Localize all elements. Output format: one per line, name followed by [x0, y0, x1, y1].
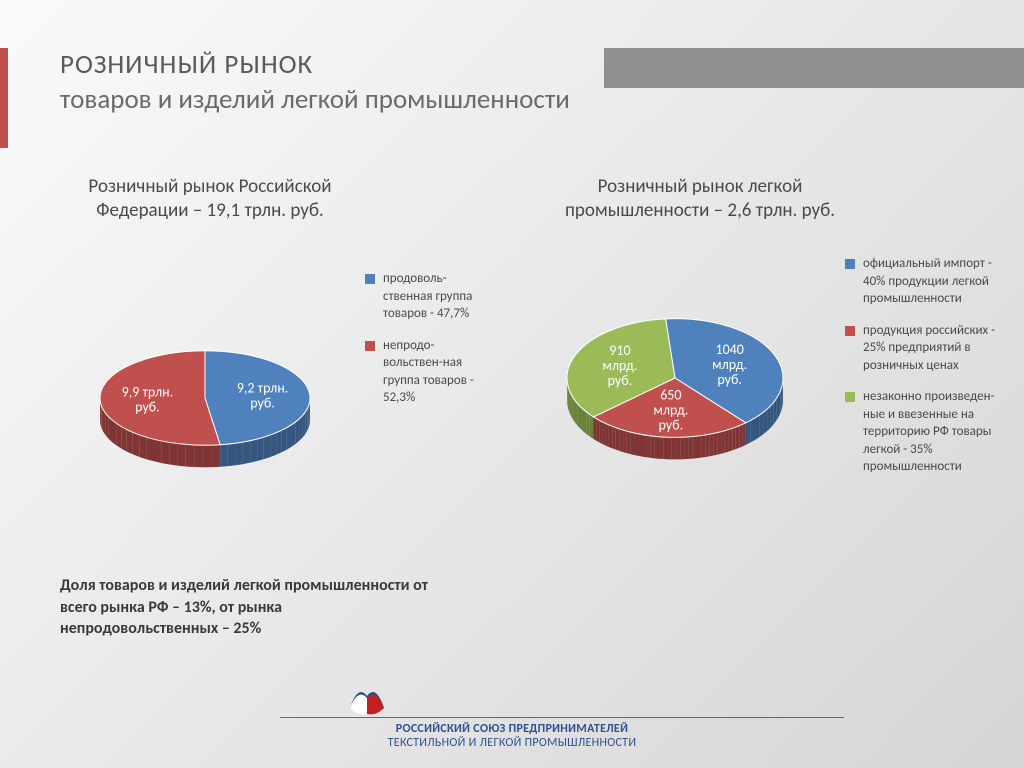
legend-swatch	[845, 392, 855, 402]
org-logo	[344, 678, 390, 720]
chart-right-column: Розничный рынок легкой промышленности – …	[540, 175, 860, 518]
legend-swatch	[845, 326, 855, 336]
svg-text:руб.: руб.	[250, 394, 275, 411]
svg-text:руб.: руб.	[659, 416, 684, 433]
legend-swatch	[845, 259, 855, 269]
chart-right-title: Розничный рынок легкой промышленности – …	[540, 175, 860, 223]
svg-text:руб.: руб.	[135, 398, 160, 415]
footnote-text: Доля товаров и изделий легкой промышленн…	[60, 575, 430, 640]
legend-text: продоволь-ственная группа товаров - 47,7…	[383, 270, 490, 323]
chart-left-pie: 9,2 трлн.руб.9,9 трлн.руб.	[55, 278, 355, 518]
legend-text: незаконно произведен-ные и ввезенные на …	[863, 388, 1000, 476]
legend-text: продукция российских - 25% предприятий в…	[863, 322, 1000, 375]
legend-item: продоволь-ственная группа товаров - 47,7…	[365, 270, 490, 323]
legend-item: продукция российских - 25% предприятий в…	[845, 322, 1000, 375]
legend-swatch	[365, 341, 375, 351]
legend-item: официальный импорт - 40% продукции легко…	[845, 255, 1000, 308]
footer-org-line2: ТЕКСТИЛЬНОЙ И ЛЕГКОЙ ПРОМЫШЛЕННОСТИ	[0, 736, 1024, 750]
legend-item: непродо-вольствен-ная группа товаров - 5…	[365, 337, 490, 407]
legend-item: незаконно произведен-ные и ввезенные на …	[845, 388, 1000, 476]
svg-text:руб.: руб.	[717, 371, 742, 388]
chart-right-legend: официальный импорт - 40% продукции легко…	[845, 255, 1000, 490]
legend-swatch	[365, 274, 375, 284]
chart-right-pie: 1040млрд.руб.650млрд.руб.910млрд.руб.	[540, 258, 820, 518]
legend-text: непродо-вольствен-ная группа товаров - 5…	[383, 337, 490, 407]
slide-header: РОЗНИЧНЫЙ РЫНОК товаров и изделий легкой…	[60, 48, 964, 148]
legend-text: официальный импорт - 40% продукции легко…	[863, 255, 1000, 308]
chart-left-column: Розничный рынок Российской Федерации – 1…	[55, 175, 365, 518]
footer-org-line1: РОССИЙСКИЙ СОЮЗ ПРЕДПРИНИМАТЕЛЕЙ	[0, 722, 1024, 736]
accent-bar-left	[0, 48, 8, 148]
chart-left-title: Розничный рынок Российской Федерации – 1…	[55, 175, 365, 223]
accent-bar-right	[604, 48, 1024, 88]
svg-text:руб.: руб.	[608, 371, 633, 388]
footer-org: РОССИЙСКИЙ СОЮЗ ПРЕДПРИНИМАТЕЛЕЙ ТЕКСТИЛ…	[0, 722, 1024, 750]
chart-left-legend: продоволь-ственная группа товаров - 47,7…	[365, 270, 490, 421]
